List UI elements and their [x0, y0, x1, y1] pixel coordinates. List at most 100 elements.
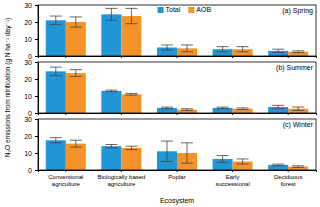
error-bar-line	[292, 167, 304, 168]
error-bar-line	[131, 8, 132, 23]
error-bar-line	[166, 45, 167, 50]
x-tick-mark	[288, 56, 289, 58]
error-bar-line	[278, 49, 279, 52]
error-bar-line	[105, 90, 117, 91]
panel-title: (a) Spring	[282, 7, 313, 15]
error-bar-line	[272, 164, 284, 165]
error-bar-line	[217, 51, 229, 52]
legend: TotalAOB	[158, 6, 212, 13]
y-axis-line	[35, 63, 39, 114]
error-bar-line	[181, 110, 193, 111]
x-tick-mark	[232, 113, 233, 115]
panel: 0102030(b) Summer	[24, 59, 316, 117]
plot-frame	[38, 5, 316, 56]
error-bar-line	[292, 165, 304, 166]
error-bar-line	[217, 155, 229, 156]
y-tick-label: 20	[24, 133, 32, 140]
y-tick-label: 10	[24, 93, 32, 100]
y-tick-label: 30	[24, 59, 32, 66]
y-tick-mark	[35, 170, 38, 171]
error-bar-line	[105, 91, 117, 92]
plot-area	[46, 138, 308, 170]
x-tick-label: Poplar	[168, 174, 185, 180]
error-bar	[50, 138, 62, 143]
error-bar-line	[161, 107, 173, 108]
x-tick-mark	[232, 56, 233, 58]
bar	[46, 20, 66, 56]
x-tick: Deciduousforest	[274, 170, 302, 187]
error-bar-line	[55, 138, 56, 143]
legend-label: AOB	[196, 6, 211, 13]
y-axis-title: N₂O emissions from nitrification (g N ha…	[4, 18, 12, 157]
error-bar-line	[50, 75, 62, 76]
error-bar	[292, 51, 304, 53]
y-tick: 30	[24, 116, 38, 123]
x-tick-mark	[65, 113, 66, 115]
error-bar-line	[272, 108, 284, 109]
error-bar-line	[70, 147, 82, 148]
legend-item: AOB	[188, 6, 211, 13]
error-bar	[161, 107, 173, 109]
x-tick	[288, 113, 289, 115]
error-bar-line	[181, 51, 193, 52]
bar	[101, 91, 121, 113]
bar	[288, 167, 308, 170]
error-bar-line	[242, 159, 243, 164]
error-bar-line	[272, 105, 284, 106]
chart: 0102030(a) SpringTotalAOB0102030(b) Summ…	[0, 0, 320, 207]
y-tick-label: 20	[24, 19, 32, 26]
y-tick: 30	[24, 2, 38, 9]
error-bar-line	[292, 110, 304, 111]
error-bar	[50, 16, 62, 25]
error-bar-line	[75, 70, 76, 77]
error-bar	[217, 156, 229, 163]
error-bar-line	[161, 108, 173, 109]
x-axis: ConventionalagricultureBiologically base…	[39, 170, 317, 187]
x-tick: Poplar	[168, 170, 185, 180]
error-bar-line	[298, 107, 299, 110]
bar	[288, 52, 308, 56]
x-axis	[39, 113, 317, 115]
y-tick-label: 0	[28, 167, 32, 174]
error-bar-line	[181, 142, 193, 143]
y-tick: 0	[28, 167, 38, 174]
error-bar	[292, 107, 304, 110]
y-axis: 0102030	[24, 116, 38, 174]
error-bar-line	[125, 23, 137, 24]
x-tick	[232, 113, 233, 115]
error-bar	[50, 67, 62, 76]
bar	[121, 148, 141, 170]
x-tick	[232, 56, 233, 58]
bar	[121, 94, 141, 113]
error-bar-line	[292, 50, 304, 51]
error-bar-line	[111, 8, 112, 20]
error-bar	[125, 146, 137, 149]
panel: 0102030ConventionalagricultureBiological…	[24, 116, 316, 187]
y-tick-mark	[35, 96, 38, 97]
error-bar-line	[237, 107, 249, 108]
plot-frame	[38, 119, 316, 170]
error-bar-line	[161, 161, 173, 162]
error-bar	[181, 109, 193, 111]
error-bar-line	[237, 51, 249, 52]
panel-title: (b) Summer	[276, 64, 314, 72]
x-axis-title: Ecosystem	[160, 197, 194, 205]
y-tick: 20	[24, 76, 38, 83]
y-tick-mark	[35, 56, 38, 57]
error-bar-line	[125, 93, 137, 94]
x-tick	[121, 56, 122, 58]
error-bar-line	[55, 67, 56, 76]
error-bar-line	[217, 162, 229, 163]
error-bar-line	[242, 47, 243, 52]
error-bar-line	[125, 95, 137, 96]
error-bar-line	[278, 105, 279, 108]
panel-title: (c) Winter	[283, 121, 314, 129]
x-tick-mark	[65, 170, 66, 172]
error-bar-line	[237, 164, 249, 165]
x-axis-line	[39, 57, 317, 59]
error-bar-line	[50, 137, 62, 138]
error-bar-line	[217, 108, 229, 109]
y-tick-mark	[35, 62, 38, 63]
error-bar	[181, 143, 193, 163]
plot-frame	[38, 62, 316, 113]
